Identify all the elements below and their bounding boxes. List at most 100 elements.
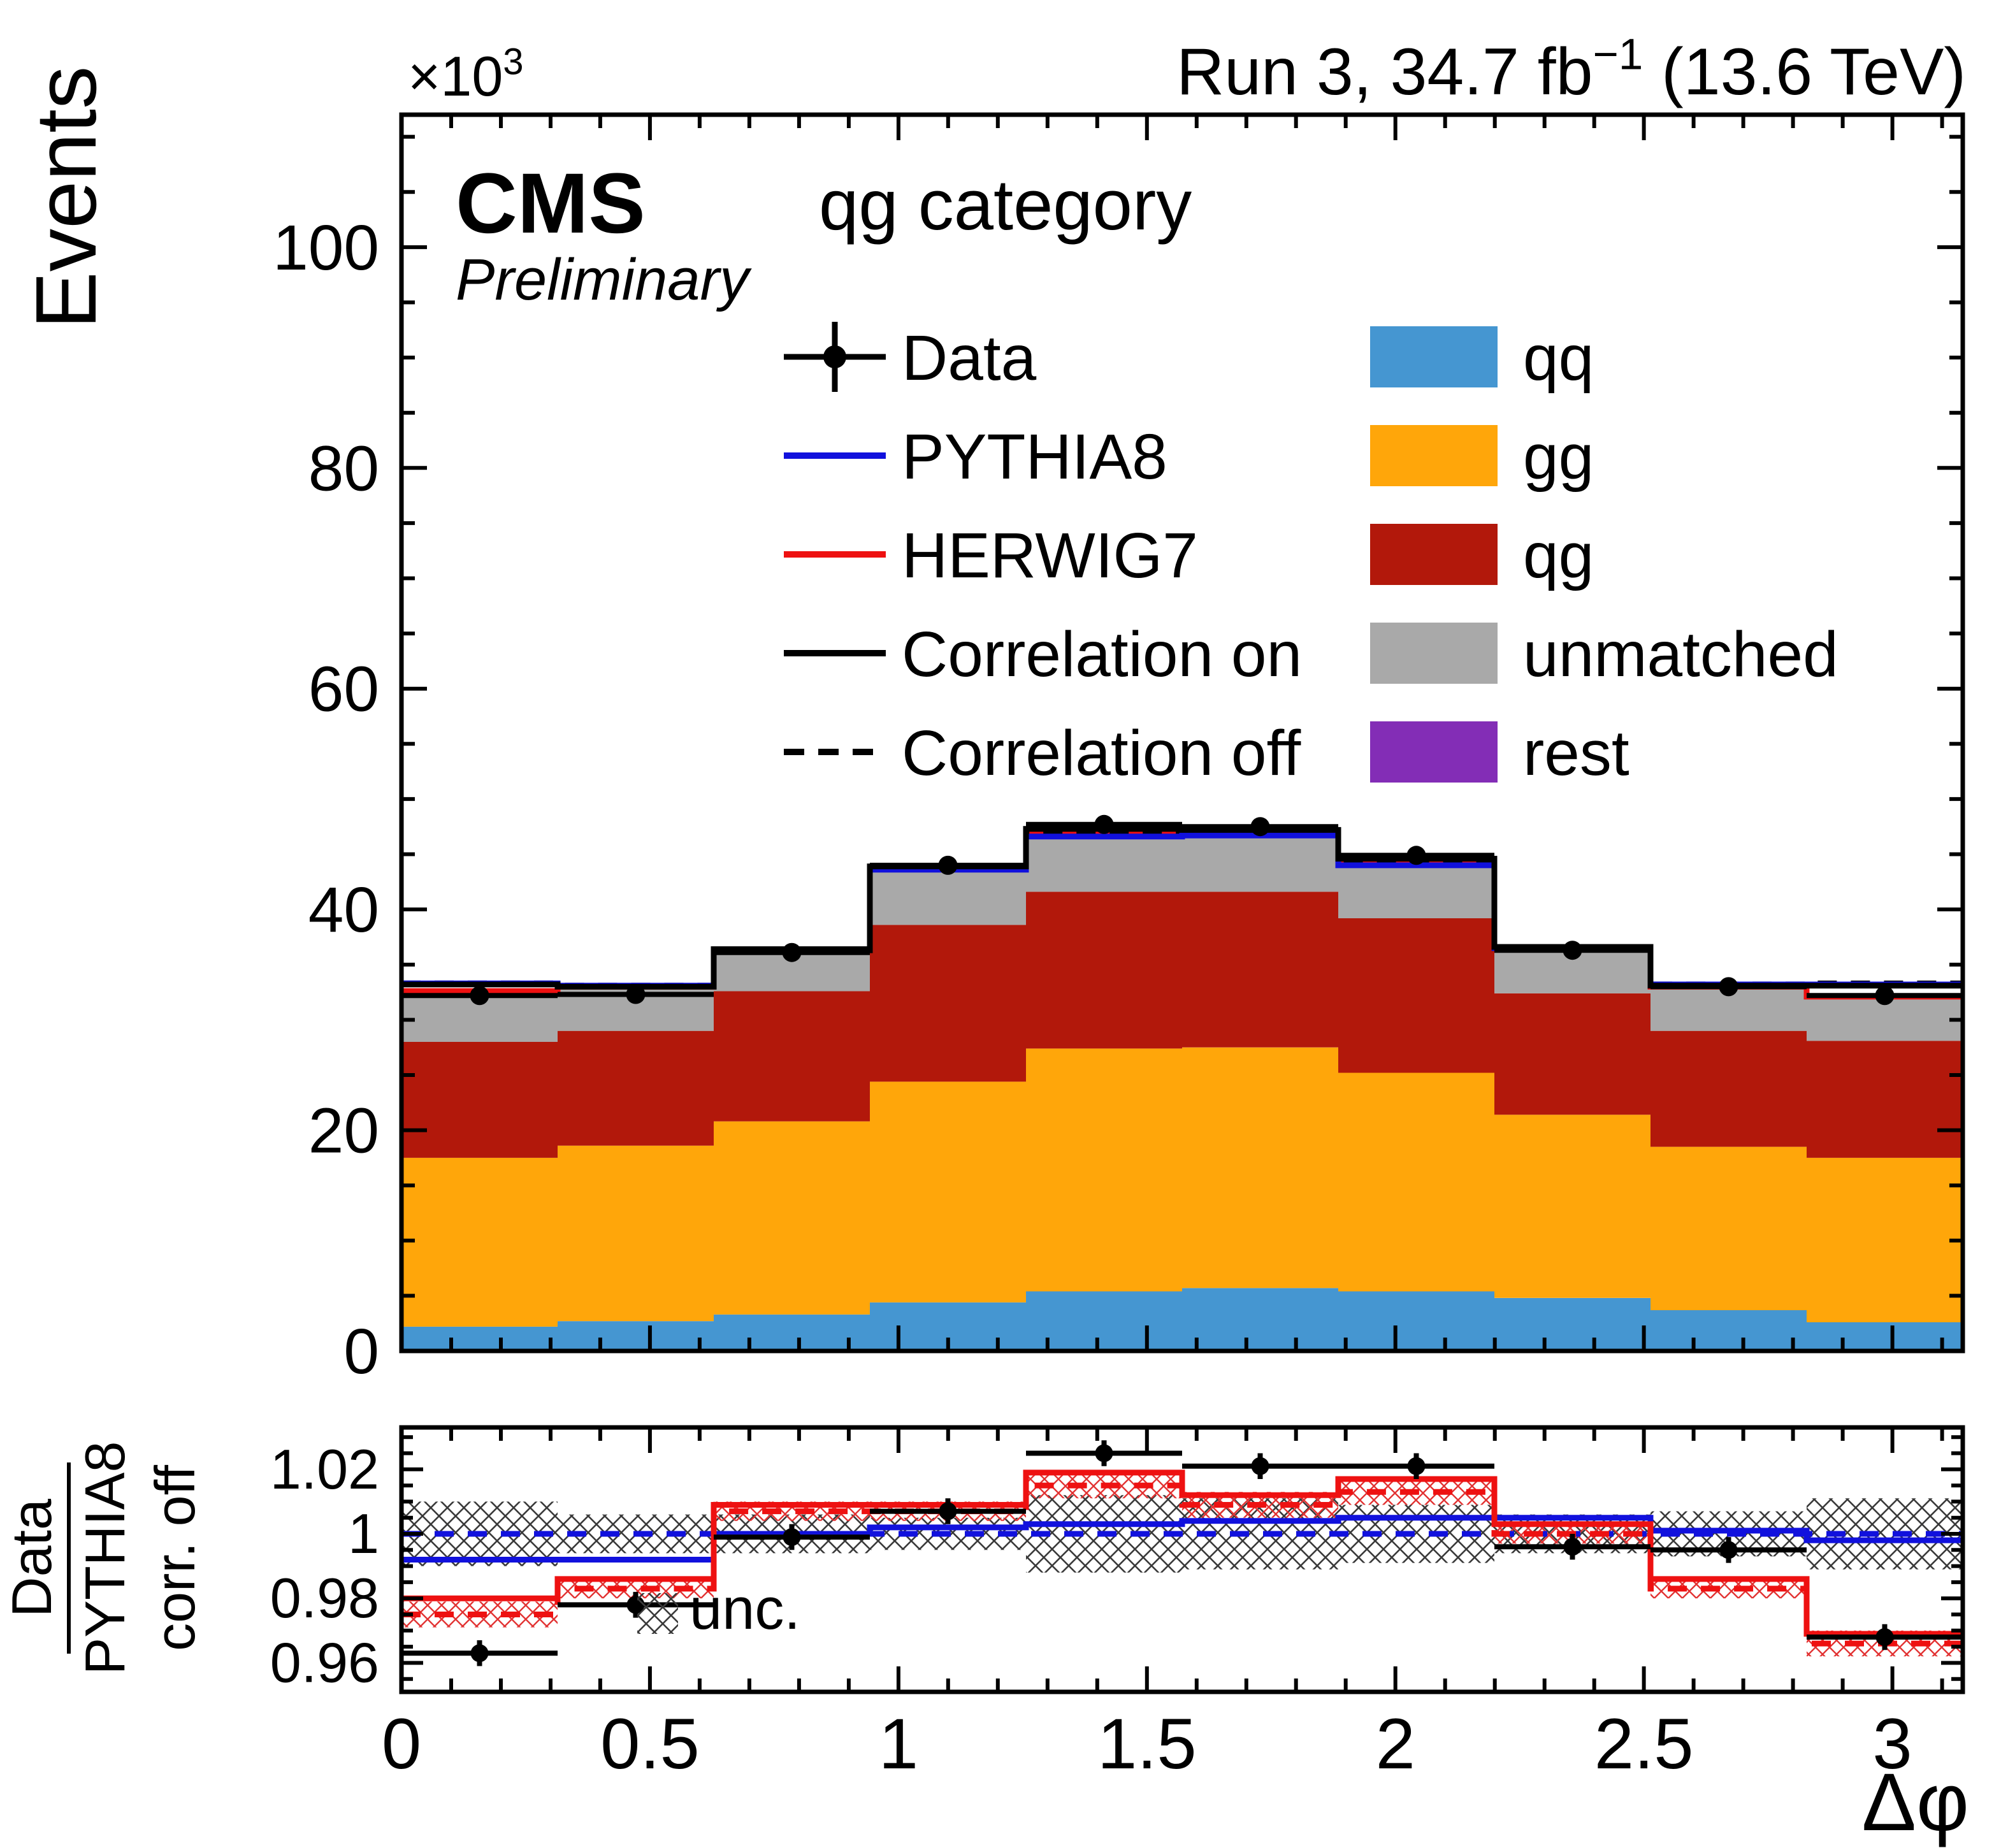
ratio-marker: [1719, 1541, 1738, 1559]
stack-bar: [714, 1314, 870, 1351]
ratio-marker: [1407, 1457, 1426, 1475]
ratio-ytick-label: 0.96: [270, 1631, 379, 1694]
xtick-label: 2.5: [1594, 1704, 1694, 1784]
y-axis-title-group: Events: [18, 66, 114, 329]
stack-bar: [1807, 1322, 1963, 1351]
stack-series-qg: [401, 892, 1963, 1158]
stack-bar: [714, 991, 870, 1122]
lumi-label: Run 3, 34.7 fb−1 (13.6 TeV): [1176, 29, 1966, 109]
legend: Data PYTHIA8 HERWIG7 Correlation on Correlat…: [784, 322, 1838, 789]
stack-bar: [1026, 1291, 1182, 1351]
xtick-label: 0: [382, 1704, 421, 1784]
ratio-marker: [939, 1502, 957, 1520]
ratio-ytick-label: 0.98: [270, 1566, 379, 1629]
data-marker: [1406, 846, 1426, 865]
data-marker: [1563, 941, 1582, 960]
category-label: qg category: [819, 165, 1192, 245]
cms-label: CMS: [456, 156, 646, 251]
main-ytick-label: 40: [308, 874, 379, 946]
stack-bar: [1650, 1146, 1807, 1310]
legend-swatch-rest-4: rest: [1370, 718, 1629, 789]
data-marker: [1094, 814, 1114, 834]
main-ytick-label: 100: [273, 212, 379, 284]
legend-swatch-qg-2: qg: [1370, 520, 1594, 591]
ratio-plot-area: [401, 1440, 1963, 1666]
legend-item-correlation-off: Correlation off: [784, 718, 1301, 789]
preliminary-label: Preliminary: [456, 247, 752, 312]
stack-bar: [1650, 1030, 1807, 1147]
data-points-ratio: [401, 1440, 1963, 1666]
data-marker: [1875, 986, 1895, 1006]
stack-bar: [870, 869, 1026, 925]
data-marker: [1250, 817, 1270, 837]
data-marker: [1719, 977, 1738, 997]
stack-bar: [1026, 835, 1182, 892]
legend-item-herwig7: HERWIG7: [784, 520, 1198, 591]
stack-series-gg: [401, 1047, 1963, 1327]
xtick-label: 1: [879, 1704, 918, 1784]
legend-item-label: Correlation off: [902, 718, 1301, 789]
stack-bar: [1650, 1310, 1807, 1351]
stack-bar: [401, 1326, 558, 1351]
stack-bar: [1338, 864, 1494, 918]
ratio-herwig7-corr-off-line: [401, 1482, 1963, 1647]
legend-swatch: [1370, 326, 1498, 387]
data-marker: [938, 855, 958, 875]
xtick-label: 3: [1872, 1704, 1912, 1784]
legend-marker-dot: [823, 345, 846, 368]
ratio-ylabel-denominator: PYTHIA8: [73, 1441, 136, 1675]
xtick-label: 2: [1376, 1704, 1415, 1784]
stack-bar: [558, 1321, 714, 1351]
data-points-main: [401, 814, 1963, 1006]
main-ytick-label: 80: [308, 433, 379, 504]
stack-bar: [1494, 1115, 1650, 1298]
legend-swatch-label: rest: [1523, 718, 1629, 789]
data-marker: [782, 942, 802, 962]
stack-bar: [1182, 835, 1338, 892]
ratio-marker: [1875, 1628, 1894, 1646]
ratio-ytick-label: 1: [348, 1502, 379, 1565]
ratio-y-axis-title-group: Data PYTHIA8 corr. off: [0, 1441, 206, 1675]
ratio-ylabel-numerator: Data: [0, 1499, 63, 1617]
ratio-marker: [470, 1644, 489, 1663]
legend-swatch: [1370, 623, 1498, 684]
legend-swatch-gg-1: gg: [1370, 421, 1594, 493]
ratio-frame: [399, 1425, 1965, 1694]
stack-bar: [870, 925, 1026, 1082]
stack-series-unmatched: [401, 835, 1963, 1042]
stack-bar: [1807, 1157, 1963, 1322]
legend-item-label: Correlation on: [902, 619, 1302, 690]
herwig-uncertainty-band: [401, 1472, 1963, 1657]
stack-bar: [401, 1042, 558, 1158]
legend-swatch-label: qq: [1523, 322, 1594, 394]
legend-swatch-label: unmatched: [1523, 619, 1838, 690]
legend-swatch-label: gg: [1523, 421, 1594, 493]
legend-item-label: PYTHIA8: [902, 421, 1167, 493]
stack-bar: [1494, 993, 1650, 1115]
y-scale-exponent: ×103: [408, 41, 524, 108]
legend-item-label: Data: [902, 322, 1037, 394]
stack-bar: [1026, 1048, 1182, 1292]
stack-bar: [1182, 1047, 1338, 1289]
stack-bar: [714, 1121, 870, 1315]
ratio-marker: [1563, 1538, 1582, 1556]
stack-bar: [1338, 918, 1494, 1073]
legend-swatch-unmatched-3: unmatched: [1370, 619, 1838, 690]
stack-bar: [1182, 892, 1338, 1048]
y-axis-title: Events: [18, 66, 114, 329]
main-ytick-label: 60: [308, 654, 379, 725]
stack-bar: [401, 1157, 558, 1327]
unc-swatch: [637, 1593, 678, 1634]
stack-bar: [1494, 1297, 1650, 1351]
stack-bar: [1338, 1291, 1494, 1351]
legend-item-correlation-on: Correlation on: [784, 619, 1302, 690]
stack-bar: [558, 1145, 714, 1322]
data-marker: [470, 986, 489, 1006]
ratio-ylabel-extra: corr. off: [143, 1465, 206, 1651]
xtick-label: 1.5: [1097, 1704, 1197, 1784]
legend-swatch-qq-0: qq: [1370, 322, 1594, 394]
legend-swatch: [1370, 524, 1498, 585]
ticks: [400, 115, 1963, 1692]
